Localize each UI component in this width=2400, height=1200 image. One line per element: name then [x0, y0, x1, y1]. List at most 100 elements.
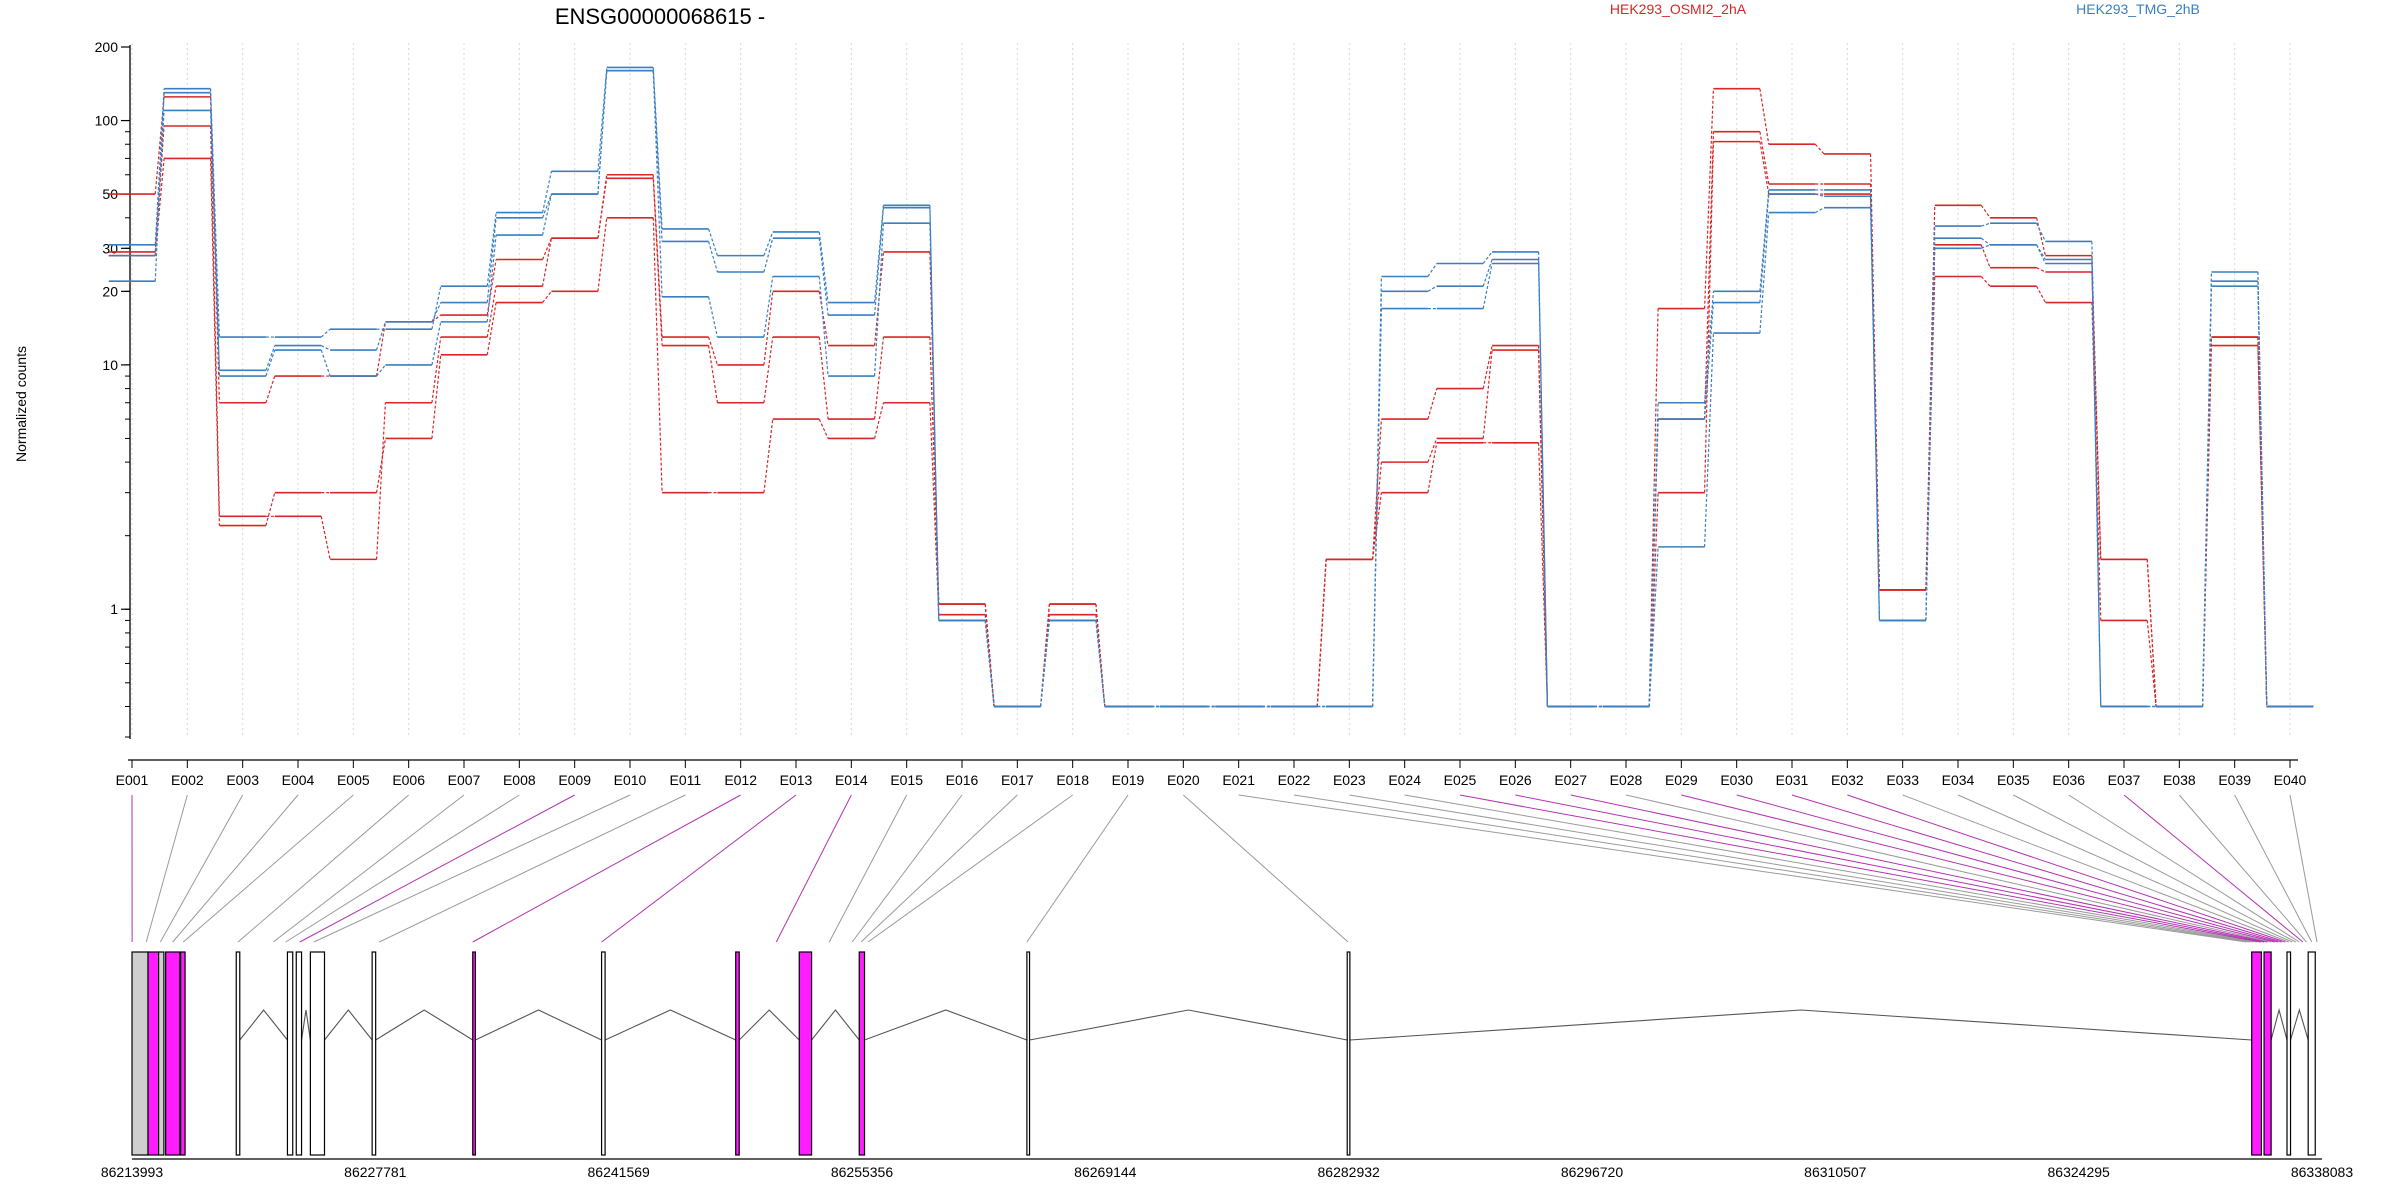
genomic-tick-label-4: 86269144: [1074, 1164, 1137, 1180]
exon-block-2: [147, 951, 160, 1156]
series-5-link: [1815, 193, 1825, 197]
x-tick-label-e029: E029: [1665, 772, 1698, 788]
series-3-link: [1703, 141, 1715, 493]
series-5-link: [763, 238, 774, 273]
exon-block-7: [286, 951, 294, 1156]
series-6-link: [652, 70, 663, 297]
series-3-link: [1316, 559, 1327, 707]
series-6-link: [541, 193, 553, 236]
connector-e021: [1238, 794, 2247, 943]
connector-e027: [1570, 794, 2268, 943]
series-3-link: [375, 438, 387, 493]
series-2-link: [541, 238, 553, 287]
series-4-link: [154, 88, 165, 245]
series-3-link: [542, 290, 552, 303]
series-1-link: [1703, 88, 1715, 309]
connector-e030: [1736, 794, 2279, 943]
series-5-link: [1427, 285, 1438, 292]
series-4-link: [1981, 222, 1991, 227]
series-4-link: [1427, 263, 1438, 277]
x-tick-label-e006: E006: [392, 772, 425, 788]
series-1-link: [1759, 88, 1770, 145]
series-3-link: [2036, 285, 2046, 303]
intron-13: [2290, 1008, 2309, 1041]
series-6-link: [1648, 546, 1659, 707]
connector-e035: [2013, 794, 2297, 943]
exon-block-13: [735, 951, 740, 1156]
series-1-link: [265, 375, 276, 403]
connector-e009: [299, 794, 575, 943]
intron-4: [375, 1009, 474, 1041]
x-tick-label-e019: E019: [1112, 772, 1145, 788]
x-tick-label-e027: E027: [1554, 772, 1587, 788]
x-tick-label-e011: E011: [669, 772, 701, 788]
series-4-link: [818, 231, 829, 303]
series-6-link: [873, 223, 885, 377]
series-6-link: [1981, 244, 1991, 249]
series-1-link: [1427, 388, 1438, 420]
y-axis-title: Normalized counts: [13, 346, 29, 462]
series-5: [108, 69, 2314, 708]
exon-block-5: [180, 951, 186, 1156]
genomic-tick-label-7: 86310507: [1804, 1164, 1867, 1180]
series-6-link: [209, 92, 221, 377]
series-5-link: [486, 217, 497, 303]
series-4-link: [486, 212, 497, 287]
series-4-link: [320, 328, 331, 338]
x-tick-label-e021: E021: [1222, 772, 1255, 788]
exon-block-12: [600, 951, 606, 1156]
x-tick-label-e010: E010: [614, 772, 647, 788]
series-1-link: [1980, 204, 1991, 219]
exon-block-14: [798, 951, 813, 1156]
series-4-link: [763, 231, 774, 256]
genomic-tick-label-5: 86282932: [1318, 1164, 1381, 1180]
series-6-link: [2036, 244, 2046, 264]
series-1-link: [431, 314, 442, 323]
series-5-link: [431, 302, 442, 323]
series-4: [108, 66, 2314, 708]
x-tick-label-e009: E009: [558, 772, 591, 788]
connector-e010: [313, 794, 631, 943]
connector-e026: [1515, 794, 2265, 943]
series-2-link: [2036, 267, 2046, 273]
series-2-link: [486, 286, 497, 338]
connector-e019: [1026, 794, 1129, 943]
series-2-link: [1482, 350, 1493, 439]
series-3: [108, 140, 2314, 708]
series-4-link: [597, 67, 608, 172]
genomic-tick-label-8: 86324295: [2048, 1164, 2111, 1180]
series-3-link: [597, 217, 608, 292]
series-3-link: [1537, 442, 1549, 707]
series-5-link: [1648, 419, 1659, 707]
y-tick-label-1: 1: [110, 601, 118, 617]
series-3-link: [1427, 442, 1438, 493]
exon-block-4: [165, 951, 181, 1156]
series-2-link: [431, 336, 442, 403]
series-6-link: [2257, 286, 2268, 707]
series-4-link: [708, 228, 718, 256]
series-6-link: [1482, 263, 1493, 309]
gridlines: [131, 43, 2291, 737]
connector-e003: [159, 794, 244, 943]
exon-block-18: [2251, 951, 2263, 1156]
series-6-link: [1759, 212, 1770, 334]
x-tick-label-e013: E013: [780, 772, 813, 788]
intron-3: [324, 1009, 373, 1041]
intron-8: [811, 1009, 860, 1041]
series-3-link: [818, 418, 829, 439]
intron-10: [1029, 1009, 1348, 1041]
series-3-link: [1980, 276, 1991, 287]
series-4-link: [1759, 189, 1770, 292]
x-tick-label-e005: E005: [337, 772, 370, 788]
series-6-link: [1095, 620, 1106, 707]
connector-e016: [851, 794, 963, 943]
series-6-link: [1703, 333, 1715, 547]
x-tick-label-e028: E028: [1610, 772, 1643, 788]
x-tick-label-e007: E007: [448, 772, 481, 788]
series-2-link: [652, 178, 663, 346]
y-tick-label-10: 10: [102, 357, 118, 373]
x-tick-label-e037: E037: [2108, 772, 2141, 788]
connector-e008: [285, 794, 520, 943]
connector-e036: [2068, 794, 2300, 943]
